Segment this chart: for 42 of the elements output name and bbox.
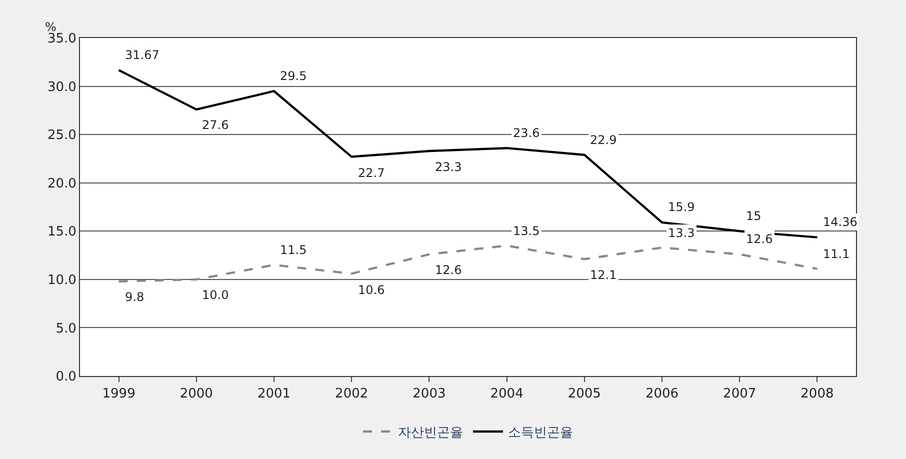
x-tick-label: 2005 [568,386,601,402]
y-tick-label: 35.0 [47,32,76,47]
data-label: 14.36 [823,215,858,229]
x-tick-label: 2003 [412,386,446,402]
data-label: 15 [746,209,762,223]
data-label: 12.6 [435,263,462,277]
data-label: 12.1 [590,268,617,282]
x-tick-label: 1999 [102,386,136,402]
data-label: 22.7 [358,166,385,180]
data-label: 29.5 [280,69,307,83]
x-tick-label: 2002 [335,386,368,402]
data-label: 10.0 [202,288,229,302]
y-tick-label: 0.0 [56,370,76,385]
legend-label: 소득빈곤율 [508,426,573,441]
y-tick-label: 20.0 [47,176,76,192]
data-label: 11.1 [823,247,850,261]
data-label: 22.9 [590,133,617,147]
y-axis-title: % [45,20,56,34]
x-tick-label: 2001 [257,386,291,402]
x-tick-label: 2004 [490,386,524,402]
data-label: 15.9 [668,200,695,214]
data-label: 23.3 [435,160,462,174]
data-label: 31.67 [125,48,160,62]
x-tick-label: 2000 [180,386,213,402]
line-series [118,244,818,282]
legend-label: 자산빈곤율 [398,426,463,441]
x-tick-label: 2008 [800,386,834,402]
x-tick-label: 2007 [723,386,756,402]
y-tick-label: 30.0 [47,80,76,95]
data-label: 10.6 [358,283,385,297]
y-tick-label: 5.0 [56,321,76,336]
data-label: 23.6 [513,126,540,140]
y-tick-label: 10.0 [47,272,76,288]
data-label: 13.3 [668,226,695,240]
y-tick-label: 15.0 [47,224,76,240]
data-label: 11.5 [280,243,307,257]
data-label: 9.8 [125,290,144,304]
x-tick-label: 2006 [645,386,679,402]
data-label: 13.5 [513,224,540,238]
data-label: 27.6 [202,118,229,132]
data-label: 12.6 [746,232,773,246]
y-tick-label: 25.0 [47,128,76,144]
